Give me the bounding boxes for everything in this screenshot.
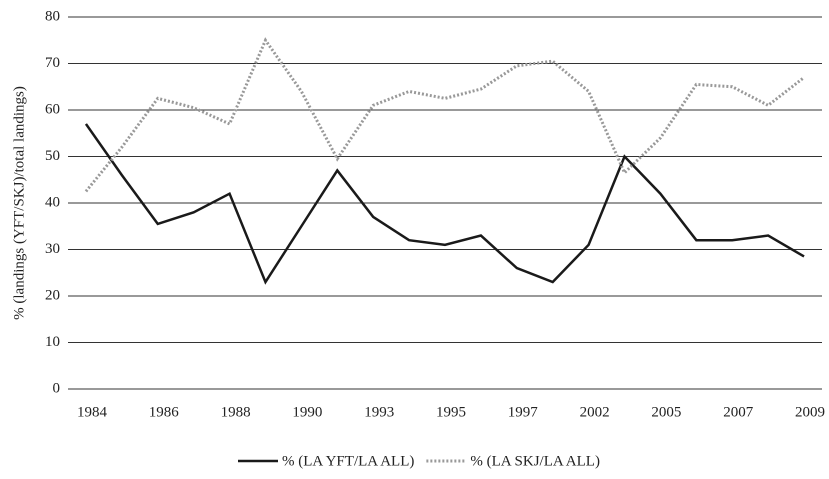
data-line <box>84 37 805 193</box>
x-tick-label: 1986 <box>149 404 180 420</box>
legend-label: % (LA SKJ/LA ALL) <box>470 453 600 469</box>
y-tick-label: 80 <box>45 8 60 24</box>
x-tick-label: 2005 <box>651 404 681 420</box>
y-tick-label: 60 <box>45 101 60 117</box>
x-tick-label: 1984 <box>77 404 108 420</box>
y-tick-label: 50 <box>45 148 60 164</box>
x-tick-label: 1993 <box>364 404 394 420</box>
y-tick-label: 30 <box>45 241 60 257</box>
legend-label: % (LA YFT/LA ALL) <box>282 453 414 469</box>
x-tick-label: 1997 <box>508 404 539 420</box>
x-tick-label: 1995 <box>436 404 466 420</box>
y-tick-label: 40 <box>45 194 60 210</box>
y-tick-label: 20 <box>45 287 60 303</box>
x-tick-label: 1988 <box>221 404 251 420</box>
y-tick-label: 0 <box>53 380 61 396</box>
x-tick-label: 1990 <box>292 404 322 420</box>
x-tick-label: 2002 <box>580 404 610 420</box>
y-tick-label: 70 <box>45 55 60 71</box>
x-tick-label: 2007 <box>723 404 754 420</box>
y-axis-title: % (landings (YFT/SKJ)/total landings) <box>11 86 27 320</box>
y-tick-label: 10 <box>45 334 60 350</box>
x-tick-label: 2009 <box>795 404 825 420</box>
data-line <box>84 123 805 285</box>
